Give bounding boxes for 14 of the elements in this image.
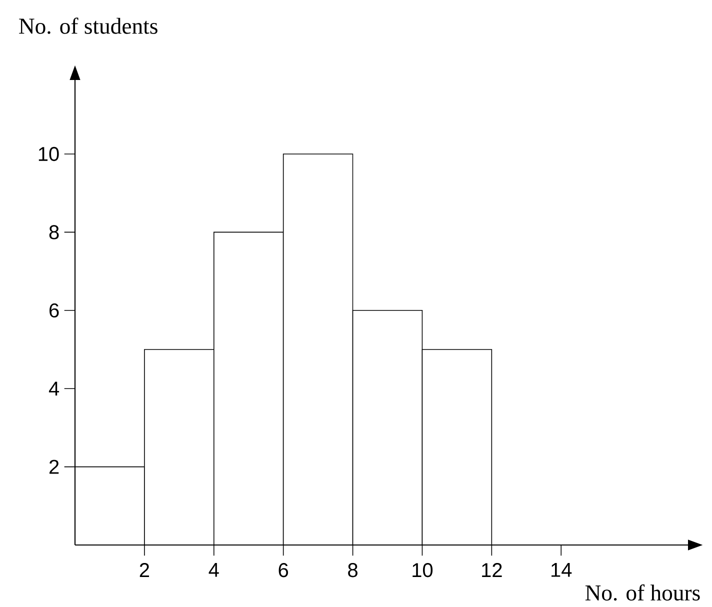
y-tick-label: 4 [48, 382, 60, 396]
x-tick-label: 14 [552, 563, 572, 577]
y-tick-label: 10 [38, 146, 59, 162]
x-tick-label: 8 [348, 563, 358, 578]
x-axis-title: No. of hours [585, 584, 700, 601]
y-axis-title: No. of students [19, 18, 158, 34]
y-tick-label: 6 [50, 303, 59, 318]
x-tick-label: 12 [482, 563, 502, 578]
x-tick-label: 10 [412, 563, 433, 578]
y-tick-label: 2 [50, 460, 59, 474]
y-tick-label: 8 [49, 225, 59, 240]
x-tick-label: 2 [140, 563, 150, 578]
x-tick-label: 6 [278, 563, 288, 578]
x-tick-label: 4 [208, 563, 219, 577]
